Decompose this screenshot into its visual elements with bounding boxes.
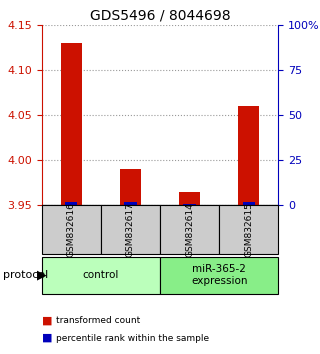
- Text: protocol: protocol: [3, 270, 48, 280]
- Text: GDS5496 / 8044698: GDS5496 / 8044698: [90, 9, 230, 23]
- Bar: [42, 257, 160, 294]
- Text: GSM832617: GSM832617: [126, 202, 135, 257]
- Text: control: control: [83, 270, 119, 280]
- Text: GSM832616: GSM832616: [67, 202, 76, 257]
- Bar: [160, 205, 219, 254]
- Text: miR-365-2
expression: miR-365-2 expression: [191, 264, 247, 286]
- Bar: [120, 169, 141, 205]
- Text: GSM832615: GSM832615: [244, 202, 253, 257]
- Text: ■: ■: [42, 315, 52, 325]
- Text: ▶: ▶: [37, 269, 46, 282]
- Bar: [101, 205, 160, 254]
- Bar: [61, 43, 82, 205]
- Bar: [183, 204, 196, 205]
- Text: ■: ■: [42, 333, 52, 343]
- Bar: [42, 205, 101, 254]
- Bar: [160, 257, 278, 294]
- Text: GSM832614: GSM832614: [185, 202, 194, 257]
- Bar: [219, 205, 278, 254]
- Bar: [238, 106, 259, 205]
- Bar: [179, 192, 200, 205]
- Bar: [243, 202, 255, 205]
- Text: percentile rank within the sample: percentile rank within the sample: [56, 333, 209, 343]
- Bar: [65, 202, 77, 205]
- Bar: [124, 202, 137, 205]
- Text: transformed count: transformed count: [56, 316, 140, 325]
